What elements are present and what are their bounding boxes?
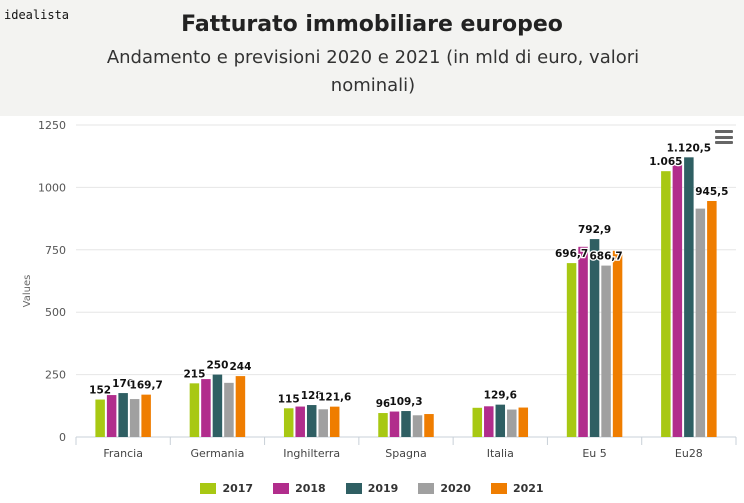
bar-spagna-2019 <box>401 411 411 437</box>
bar-eu-5-2017 <box>566 263 577 437</box>
legend-swatch <box>200 482 217 494</box>
data-label: 121,6 <box>318 392 351 404</box>
data-label: 1.120,5 <box>667 142 712 154</box>
data-label: 696,7 <box>555 248 588 260</box>
chart-header: idealista Fatturato immobiliare europeo … <box>0 0 744 116</box>
x-tick-label: Spagna <box>385 447 426 460</box>
bar-inghilterra-2021 <box>329 406 340 437</box>
x-tick-label: Eu 5 <box>582 447 606 460</box>
bar-spagna-2018 <box>389 411 400 437</box>
bar-eu-5-2018 <box>578 246 588 437</box>
data-label: 686,7 <box>589 251 622 263</box>
bar-germania-2017 <box>189 383 200 437</box>
legend-label: 2019 <box>367 481 399 495</box>
bar-eu28-2017 <box>661 171 671 437</box>
x-tick-label: Francia <box>103 447 143 460</box>
bar-spagna-2021 <box>424 414 434 437</box>
legend-item-2019[interactable]: 2019 <box>345 478 399 498</box>
bar-italia-2021 <box>518 407 529 437</box>
bar-germania-2018 <box>201 379 211 437</box>
x-tick-label: Italia <box>487 447 514 460</box>
bar-italia-2019 <box>495 404 506 437</box>
legend-swatch <box>273 482 290 494</box>
bar-inghilterra-2020 <box>318 409 328 437</box>
x-tick-label: Germania <box>190 447 244 460</box>
legend-label: 2018 <box>295 481 326 495</box>
hamburger-icon[interactable] <box>715 130 733 144</box>
data-label: 96 <box>376 398 391 410</box>
legend-item-2020[interactable]: 2020 <box>418 478 471 498</box>
data-label: 169,7 <box>130 380 163 392</box>
bar-chart: 0 250 500 750 1000 1250 Values Francia Germania I… <box>22 119 737 460</box>
legend-label: 2020 <box>440 481 471 495</box>
bar-italia-2017 <box>472 407 483 437</box>
bar-eu28-2019 <box>684 157 694 438</box>
bar-spagna-2017 <box>378 413 388 437</box>
bar-eu-5-2020 <box>601 265 611 437</box>
bar-italia-2020 <box>507 409 517 437</box>
bar-francia-2020 <box>129 399 140 437</box>
data-label: 176 <box>112 378 134 390</box>
legend-label: 2021 <box>512 481 544 495</box>
bar-germania-2019 <box>212 374 223 437</box>
bar-francia-2017 <box>95 399 105 437</box>
y-tick-label: 1000 <box>38 181 66 194</box>
data-label: 152 <box>89 385 111 397</box>
x-tick-label: Inghilterra <box>283 447 340 460</box>
data-label: 129,6 <box>484 390 517 402</box>
data-label: 792,9 <box>578 224 611 236</box>
bar-eu-5-2021 <box>612 250 623 437</box>
chart-legend: 2017 2018 2019 2020 2021 <box>0 478 744 498</box>
legend-swatch <box>490 482 507 494</box>
data-label: 109,3 <box>389 396 422 408</box>
chart-title: Fatturato immobiliare europeo <box>181 12 563 37</box>
bar-eu-5-2019 <box>589 239 600 437</box>
legend-item-2017[interactable]: 2017 <box>200 478 253 498</box>
brand-logo: idealista <box>4 8 70 22</box>
legend-item-2021[interactable]: 2021 <box>490 478 544 498</box>
y-tick-label: 750 <box>45 244 66 257</box>
bar-germania-2020 <box>224 382 234 437</box>
bar-italia-2018 <box>484 406 494 437</box>
bar-francia-2018 <box>106 395 117 437</box>
data-label: 215 <box>183 368 205 380</box>
bar-eu28-2020 <box>695 208 706 437</box>
data-label: 115 <box>278 393 300 405</box>
bar-spagna-2020 <box>412 415 423 437</box>
bar-inghilterra-2017 <box>283 408 294 437</box>
y-tick-label: 0 <box>59 431 66 444</box>
bar-germania-2021 <box>235 376 246 437</box>
data-label: 1.065 <box>649 156 682 168</box>
y-tick-label: 250 <box>45 369 66 382</box>
data-label: 945,5 <box>695 186 728 198</box>
data-label: 244 <box>229 361 251 373</box>
x-tick-label: Eu28 <box>675 447 703 460</box>
chart-subtitle: Andamento e previsioni 2020 e 2021 (in m… <box>106 47 640 96</box>
bar-francia-2019 <box>118 393 128 437</box>
data-label: 250 <box>206 360 228 372</box>
legend-label: 2017 <box>222 481 254 495</box>
bar-francia-2021 <box>141 394 151 437</box>
y-tick-label: 1250 <box>38 119 66 132</box>
legend-item-2018[interactable]: 2018 <box>273 478 326 498</box>
data-label: 128 <box>301 390 323 402</box>
y-tick-label: 500 <box>45 306 66 319</box>
bar-eu28-2021 <box>707 201 717 437</box>
legend-swatch <box>418 482 435 494</box>
bar-inghilterra-2018 <box>295 406 305 437</box>
legend-swatch <box>345 482 362 494</box>
y-axis-label: Values <box>22 275 33 308</box>
bar-inghilterra-2019 <box>306 405 317 437</box>
bar-eu28-2018 <box>672 163 683 438</box>
